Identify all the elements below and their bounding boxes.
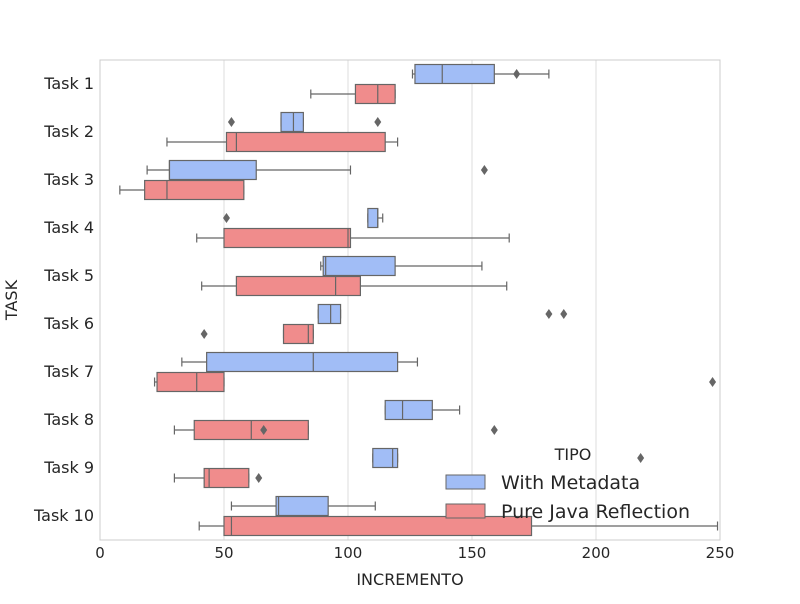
outlier-point <box>637 453 645 463</box>
box <box>354 83 396 105</box>
x-tick-label: 0 <box>95 544 105 562</box>
legend-title: TIPO <box>554 445 592 464</box>
y-tick-label: Task 7 <box>43 362 94 381</box>
legend-swatch <box>445 474 486 490</box>
box-group <box>222 207 384 229</box>
box-group <box>146 159 488 181</box>
box <box>414 63 495 85</box>
x-tick-label: 150 <box>458 544 487 562</box>
outlier-point <box>260 425 268 435</box>
box-group <box>384 399 461 421</box>
outlier-point <box>200 329 208 339</box>
box-group <box>317 303 568 325</box>
box <box>206 351 399 373</box>
box-group <box>173 419 498 441</box>
y-tick-label: Task 4 <box>43 218 94 237</box>
box <box>235 275 361 297</box>
box <box>156 371 225 393</box>
box <box>367 207 379 229</box>
box <box>275 495 329 517</box>
legend-swatch <box>445 503 486 519</box>
box <box>144 179 245 201</box>
box-group <box>196 227 510 249</box>
box <box>223 515 533 537</box>
outlier-point <box>255 473 263 483</box>
outlier-point <box>709 377 717 387</box>
box-group <box>372 447 645 469</box>
y-tick-label: Task 2 <box>43 122 94 141</box>
outlier-point <box>513 69 521 79</box>
grid-layer <box>99 60 721 540</box>
box <box>372 447 399 469</box>
x-tick-label: 50 <box>214 544 233 562</box>
y-tick-label: Task 5 <box>43 266 94 285</box>
outlier-point <box>490 425 498 435</box>
box-group <box>310 83 396 105</box>
box-group <box>173 467 263 489</box>
x-tick-label: 200 <box>582 544 611 562</box>
box <box>168 159 257 181</box>
box-group <box>166 131 399 153</box>
box <box>384 399 433 421</box>
box-group <box>198 515 719 537</box>
outlier-point <box>480 165 488 175</box>
tick-layer: 0 50 100 150 200 250 Task 1 Task 2 Task 3 Task 4 T… <box>33 74 734 562</box>
y-tick-label: Task 6 <box>43 314 94 333</box>
legend-label: Pure Java Reflection <box>501 501 690 523</box>
box-group <box>200 323 314 345</box>
y-tick-label: Task 3 <box>43 170 94 189</box>
box-group <box>119 179 245 201</box>
y-tick-label: Task 1 <box>43 74 94 93</box>
plot-frame <box>99 59 721 541</box>
box <box>280 111 304 133</box>
x-tick-label: 250 <box>706 544 735 562</box>
box <box>225 131 386 153</box>
legend-entries: With Metadata Pure Java Reflection <box>445 472 690 523</box>
box <box>282 323 314 345</box>
outlier-point <box>560 309 568 319</box>
box-group <box>181 351 419 373</box>
legend-label: With Metadata <box>501 472 640 494</box>
y-tick-label: Task 10 <box>33 506 94 525</box>
outlier-point <box>222 213 230 223</box>
x-tick-label: 100 <box>334 544 363 562</box>
box-group <box>230 495 376 517</box>
box <box>317 303 342 325</box>
outlier-point <box>227 117 235 127</box>
box <box>203 467 250 489</box>
y-axis-label: TASK <box>2 279 21 321</box>
y-tick-label: Task 9 <box>43 458 94 477</box>
box <box>322 255 396 277</box>
box <box>223 227 352 249</box>
box-group <box>320 255 483 277</box>
box-group <box>227 111 382 133</box>
outlier-point <box>374 117 382 127</box>
box-layer <box>119 63 719 537</box>
legend: TIPO With Metadata Pure Java Reflection <box>445 445 690 523</box>
x-axis-label: INCREMENTO <box>356 570 463 589</box>
outlier-point <box>545 309 553 319</box>
box-group <box>153 371 717 393</box>
box-group <box>201 275 508 297</box>
y-tick-label: Task 8 <box>43 410 94 429</box>
box-group <box>411 63 550 85</box>
